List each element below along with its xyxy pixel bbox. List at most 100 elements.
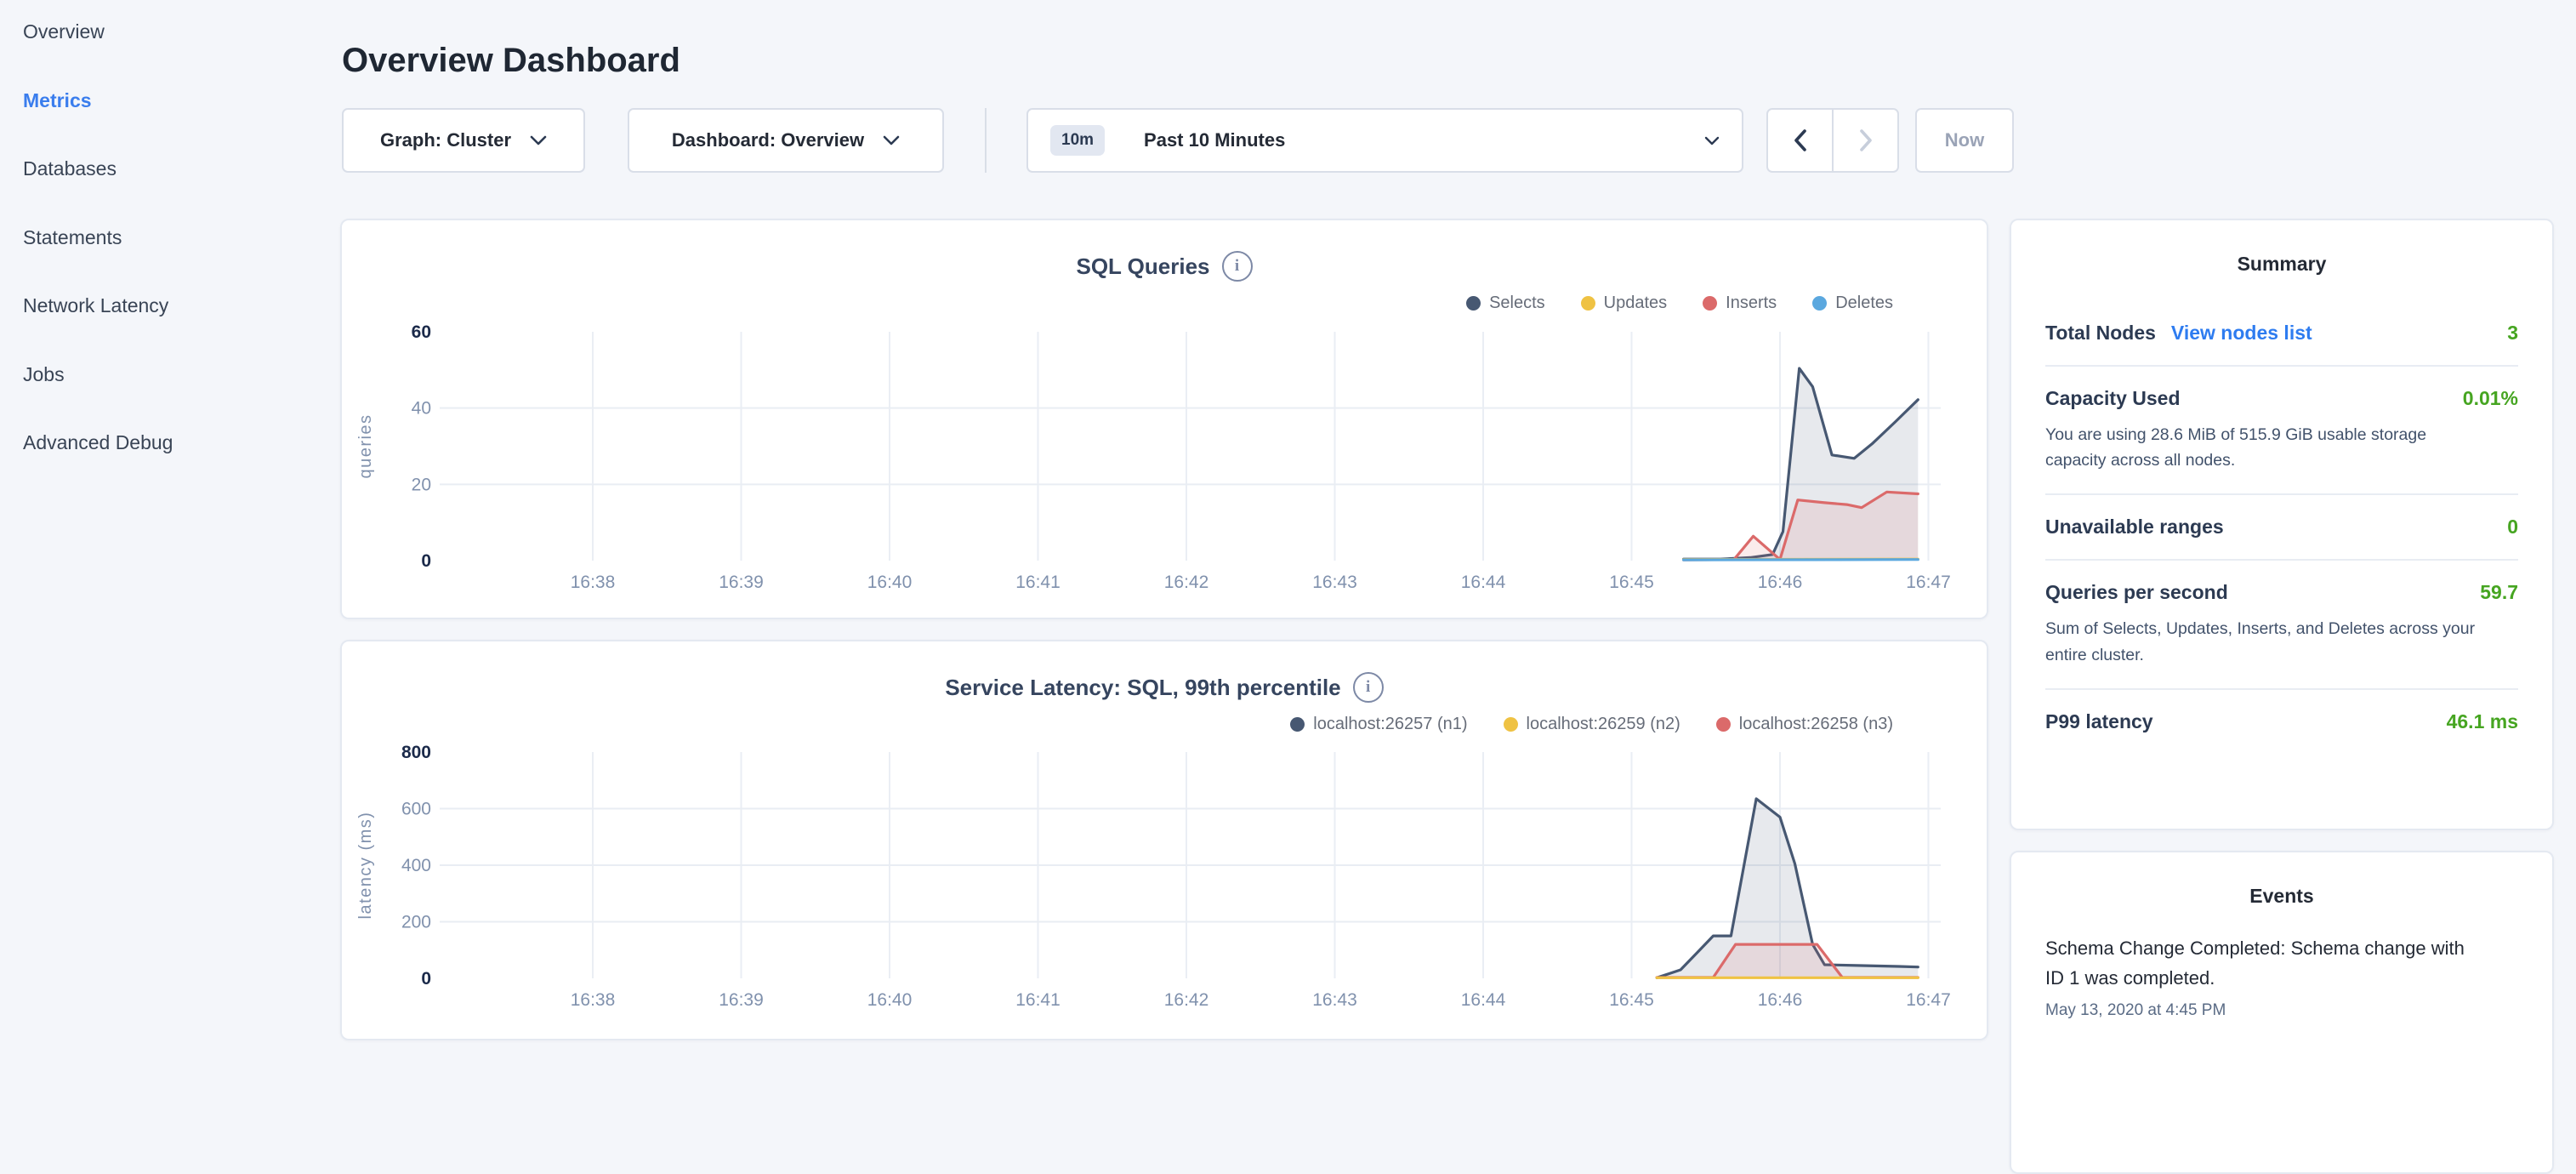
legend-item: localhost:26257 (n1) xyxy=(1290,715,1468,734)
sidebar-item-databases[interactable]: Databases xyxy=(23,157,117,180)
legend-item: Selects xyxy=(1466,294,1545,313)
summary-row-capacity-used: Capacity Used 0.01% You are using 28.6 MiB… xyxy=(2045,367,2518,496)
summary-value: 3 xyxy=(2507,322,2518,344)
now-button[interactable]: Now xyxy=(1915,108,2014,173)
svg-text:20: 20 xyxy=(412,475,431,494)
time-window-next-button[interactable] xyxy=(1834,110,1897,171)
svg-text:0: 0 xyxy=(421,551,431,571)
svg-text:16:46: 16:46 xyxy=(1758,990,1803,1010)
summary-row-queries-per-second: Queries per second 59.7 Sum of Selects, Up… xyxy=(2045,561,2518,690)
svg-text:200: 200 xyxy=(401,913,431,932)
svg-text:16:42: 16:42 xyxy=(1164,990,1209,1010)
svg-text:16:39: 16:39 xyxy=(719,573,764,592)
service-latency-chart-card: Service Latency: SQL, 99th percentile i … xyxy=(340,640,1988,1040)
sidebar-item-jobs[interactable]: Jobs xyxy=(23,362,65,385)
legend-dot-icon xyxy=(1703,296,1718,311)
info-icon[interactable]: i xyxy=(1352,672,1384,703)
chevron-left-icon xyxy=(1794,129,1806,151)
events-title: Events xyxy=(2249,885,2314,907)
dashboard-dropdown[interactable]: Dashboard: Overview xyxy=(628,108,944,173)
legend-item: localhost:26259 (n2) xyxy=(1503,715,1680,734)
chevron-down-icon xyxy=(883,135,900,145)
sidebar: Overview Metrics Databases Statements Networ… xyxy=(0,0,340,1051)
svg-text:16:38: 16:38 xyxy=(571,990,616,1010)
sql-queries-chart[interactable]: 16:38 16:39 16:40 16:41 16:42 16:43 16:44 16:45… xyxy=(342,220,1990,621)
summary-label: P99 latency xyxy=(2045,710,2153,732)
svg-text:0: 0 xyxy=(421,969,431,989)
chart-legend: localhost:26257 (n1) localhost:26259 (n2)… xyxy=(1290,715,1893,734)
time-window-arrows xyxy=(1766,108,1899,173)
svg-text:16:47: 16:47 xyxy=(1906,990,1951,1010)
legend-dot-icon xyxy=(1715,717,1731,732)
svg-text:16:42: 16:42 xyxy=(1164,573,1209,592)
summary-description: You are using 28.6 MiB of 515.9 GiB usab… xyxy=(2045,425,2427,470)
svg-text:16:39: 16:39 xyxy=(719,990,764,1010)
summary-description: Sum of Selects, Updates, Inserts, and De… xyxy=(2045,619,2476,664)
legend-item: localhost:26258 (n3) xyxy=(1715,715,1893,734)
svg-text:16:45: 16:45 xyxy=(1609,990,1654,1010)
chevron-down-icon xyxy=(1704,136,1720,145)
event-text: Schema Change Completed: Schema change w… xyxy=(2045,937,2465,989)
svg-text:16:43: 16:43 xyxy=(1312,990,1357,1010)
service-latency-chart[interactable]: 16:38 16:39 16:40 16:41 16:42 16:43 16:44 16:45… xyxy=(342,641,1990,1042)
summary-title: Summary xyxy=(2237,253,2327,275)
summary-value: 0 xyxy=(2507,516,2518,539)
time-window-prev-button[interactable] xyxy=(1768,110,1834,171)
svg-text:16:41: 16:41 xyxy=(1015,990,1061,1010)
dashboard-dropdown-label: Dashboard: Overview xyxy=(671,129,865,151)
svg-text:16:41: 16:41 xyxy=(1015,573,1061,592)
svg-text:16:47: 16:47 xyxy=(1906,573,1951,592)
svg-text:16:40: 16:40 xyxy=(867,990,913,1010)
svg-text:16:46: 16:46 xyxy=(1758,573,1803,592)
sql-queries-chart-card: SQL Queries i Selects Updates Inserts Delet… xyxy=(340,219,1988,619)
legend-item: Updates xyxy=(1580,294,1667,313)
chart-legend: Selects Updates Inserts Deletes xyxy=(1466,294,1893,313)
sidebar-item-overview[interactable]: Overview xyxy=(23,20,105,43)
svg-text:400: 400 xyxy=(401,856,431,875)
info-icon[interactable]: i xyxy=(1221,251,1253,282)
page-title: Overview Dashboard xyxy=(342,41,680,79)
legend-dot-icon xyxy=(1812,296,1828,311)
chevron-down-icon xyxy=(530,135,547,145)
events-panel: Events Schema Change Completed: Schema c… xyxy=(2010,851,2554,1174)
summary-label: Unavailable ranges xyxy=(2045,516,2224,539)
sidebar-item-advanced-debug[interactable]: Advanced Debug xyxy=(23,431,173,453)
svg-text:16:40: 16:40 xyxy=(867,573,913,592)
legend-dot-icon xyxy=(1290,717,1305,732)
graph-scope-dropdown[interactable]: Graph: Cluster xyxy=(342,108,585,173)
toolbar-divider xyxy=(985,108,987,173)
svg-text:latency (ms): latency (ms) xyxy=(356,812,375,920)
svg-text:60: 60 xyxy=(412,322,431,342)
svg-text:queries: queries xyxy=(356,413,375,478)
summary-value: 0.01% xyxy=(2462,387,2518,409)
legend-dot-icon xyxy=(1503,717,1518,732)
graph-scope-dropdown-label: Graph: Cluster xyxy=(379,129,512,151)
sidebar-item-metrics[interactable]: Metrics xyxy=(23,88,92,111)
legend-dot-icon xyxy=(1466,296,1481,311)
event-item: Schema Change Completed: Schema change w… xyxy=(2045,933,2518,1020)
time-range-picker[interactable]: 10m Past 10 Minutes xyxy=(1026,108,1743,173)
summary-label: Capacity Used xyxy=(2045,387,2181,409)
legend-dot-icon xyxy=(1580,296,1595,311)
chart-title: Service Latency: SQL, 99th percentile xyxy=(945,674,1341,700)
summary-label: Queries per second xyxy=(2045,581,2228,604)
event-timestamp: May 13, 2020 at 4:45 PM xyxy=(2045,1001,2226,1020)
legend-item: Deletes xyxy=(1812,294,1893,313)
sidebar-item-network-latency[interactable]: Network Latency xyxy=(23,294,169,316)
svg-text:600: 600 xyxy=(401,800,431,819)
summary-panel: Summary Total Nodes View nodes list 3 Capac… xyxy=(2010,219,2554,830)
time-range-label: Past 10 Minutes xyxy=(1144,129,1286,151)
sidebar-item-statements[interactable]: Statements xyxy=(23,225,122,248)
legend-item: Inserts xyxy=(1703,294,1777,313)
summary-value: 59.7 xyxy=(2480,581,2518,604)
svg-text:16:38: 16:38 xyxy=(571,573,616,592)
svg-text:16:44: 16:44 xyxy=(1461,990,1506,1010)
view-nodes-list-link[interactable]: View nodes list xyxy=(2170,322,2312,344)
svg-text:800: 800 xyxy=(401,743,431,762)
svg-text:16:43: 16:43 xyxy=(1312,573,1357,592)
summary-value: 46.1 ms xyxy=(2446,710,2518,732)
time-range-badge: 10m xyxy=(1050,125,1106,156)
svg-text:16:44: 16:44 xyxy=(1461,573,1506,592)
svg-text:16:45: 16:45 xyxy=(1609,573,1654,592)
